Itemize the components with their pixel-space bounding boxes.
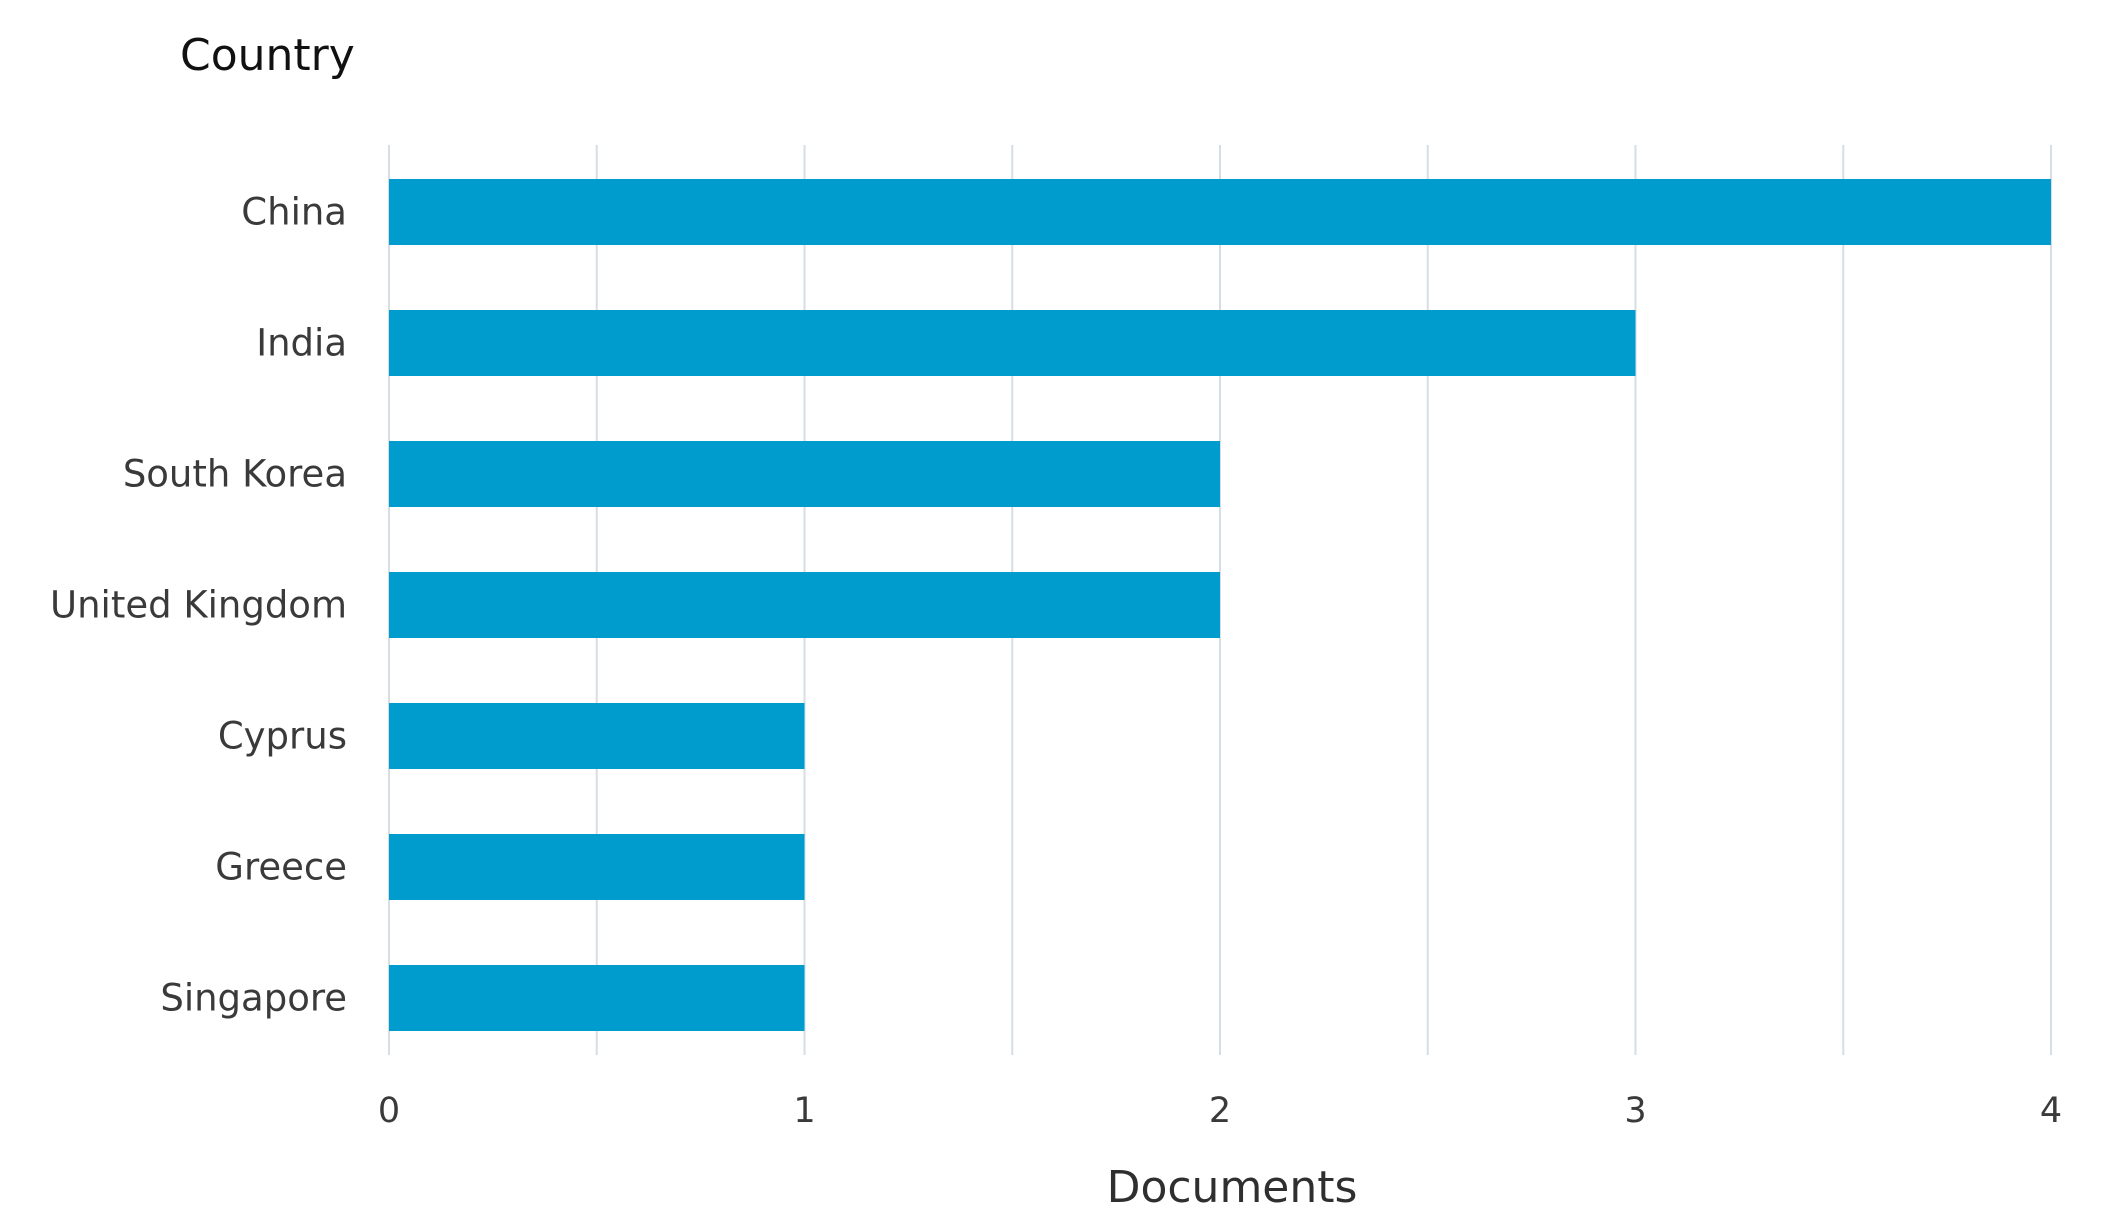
bar-greece	[389, 834, 805, 900]
bar-cyprus	[389, 703, 805, 769]
category-labels: China India South Korea United Kingdom Cypru…	[50, 191, 347, 1020]
category-label: China	[241, 191, 347, 234]
bars	[389, 179, 2051, 1031]
value-axis-title: Documents	[1107, 1162, 1358, 1213]
x-tick-labels: 0 1 2 3 4	[378, 1091, 2062, 1131]
bar-singapore	[389, 965, 805, 1031]
x-tick-label: 1	[793, 1091, 815, 1131]
bar-china	[389, 179, 2051, 245]
x-tick-label: 2	[1209, 1091, 1231, 1131]
category-axis-title: Country	[180, 30, 355, 81]
category-label: Singapore	[160, 977, 347, 1020]
x-tick-label: 0	[378, 1091, 400, 1131]
bar-south-korea	[389, 441, 1220, 507]
x-tick-label: 3	[1624, 1091, 1646, 1131]
category-label: Cyprus	[218, 715, 347, 758]
category-label: India	[256, 322, 347, 365]
x-tick-label: 4	[2040, 1091, 2062, 1131]
category-label: Greece	[215, 846, 347, 889]
bar-india	[389, 310, 1636, 376]
category-label: South Korea	[123, 453, 347, 496]
category-label: United Kingdom	[50, 584, 347, 627]
bar-united-kingdom	[389, 572, 1220, 638]
